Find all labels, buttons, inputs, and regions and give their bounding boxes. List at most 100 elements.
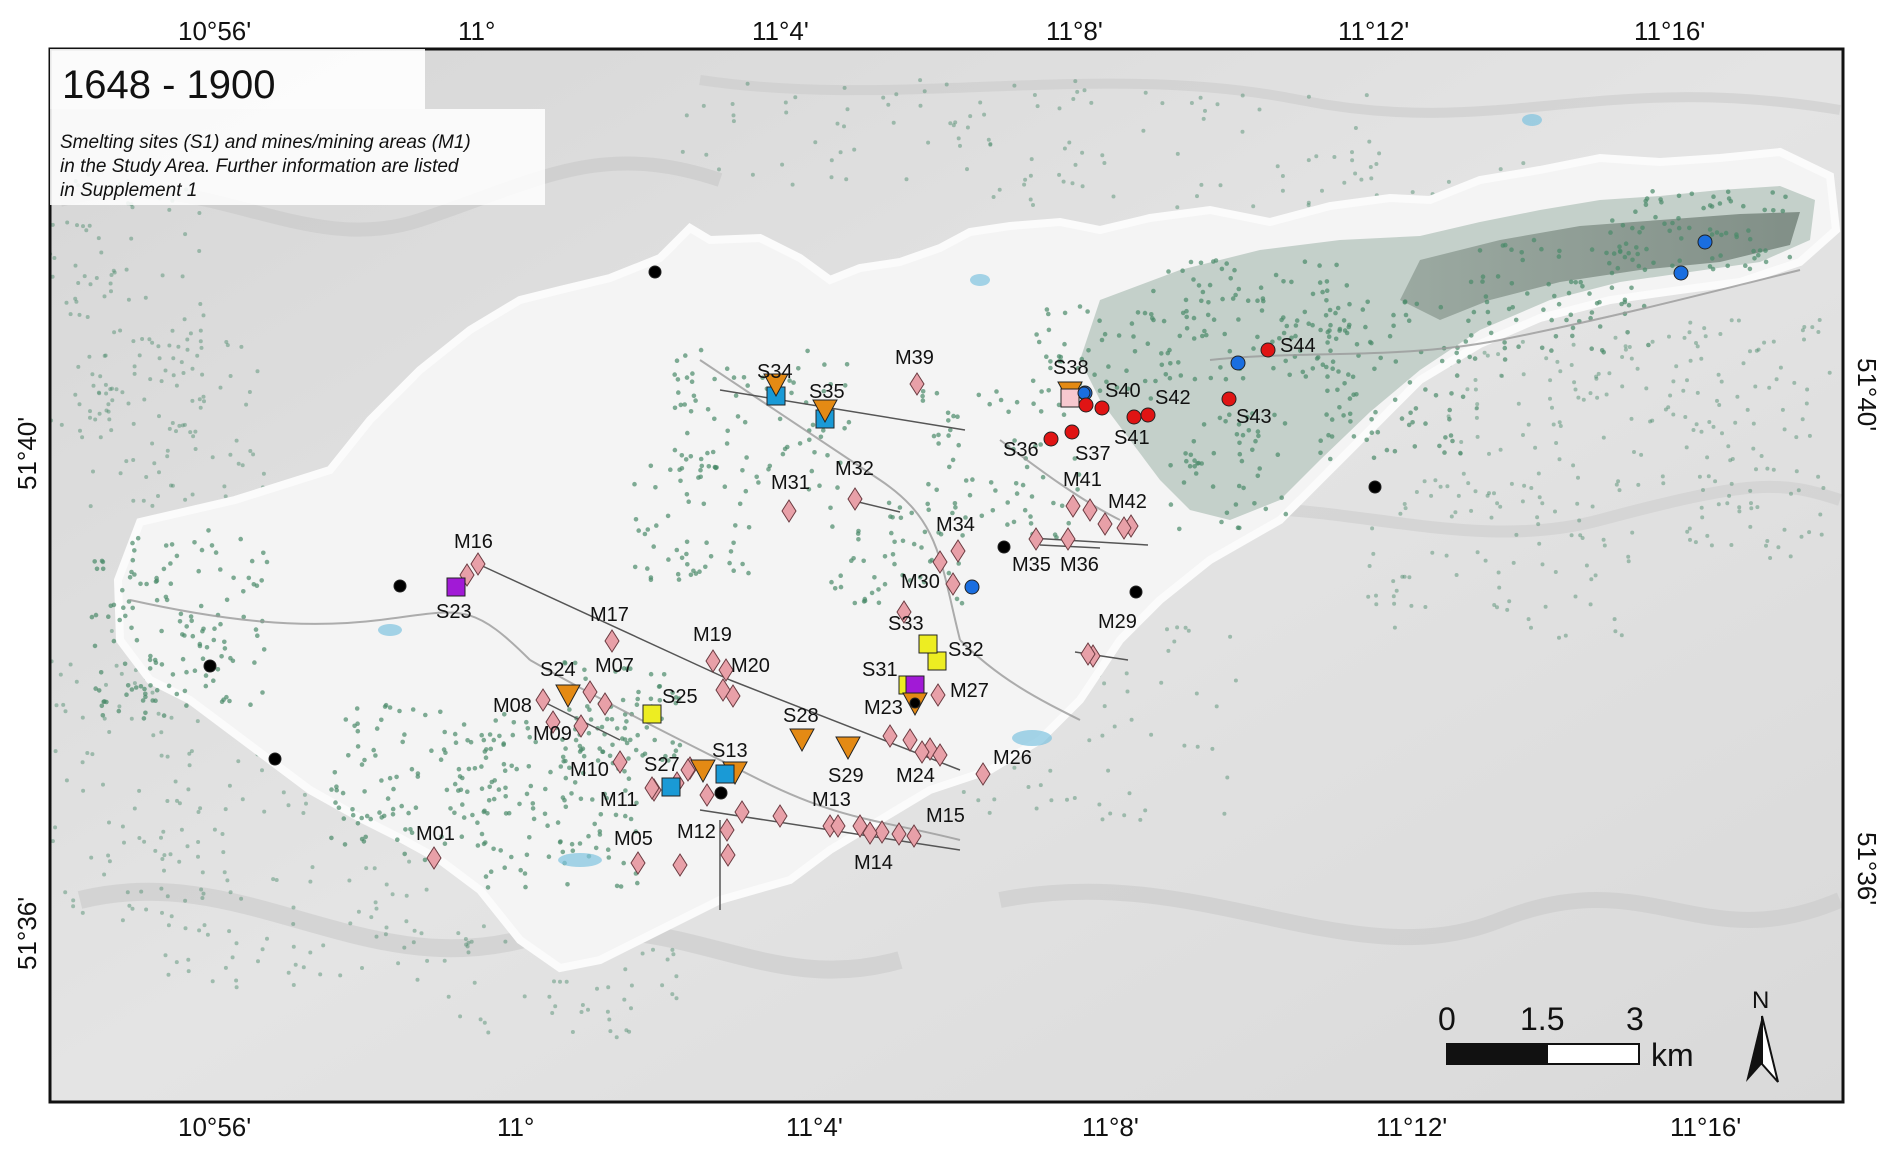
forest-point [131, 499, 135, 503]
forest-point [1295, 318, 1300, 323]
forest-point [1342, 318, 1347, 323]
forest-point [527, 835, 532, 840]
forest-point [212, 638, 217, 643]
forest-point [413, 929, 417, 933]
forest-point [1783, 195, 1788, 200]
forest-point [104, 683, 108, 687]
forest-point [1683, 415, 1687, 419]
forest-point [32, 259, 36, 263]
forest-point [1748, 349, 1752, 353]
forest-point [676, 572, 681, 577]
forest-point [0, 726, 3, 730]
forest-point [1117, 333, 1122, 338]
forest-point [1097, 318, 1102, 323]
forest-point [563, 746, 568, 751]
forest-point [1559, 424, 1563, 428]
forest-point [1670, 264, 1675, 269]
forest-point [303, 793, 307, 797]
forest-point [1247, 428, 1252, 433]
forest-point [226, 343, 230, 347]
forest-point [1220, 297, 1225, 302]
forest-point [1368, 564, 1372, 568]
forest-point [509, 855, 514, 860]
forest-point [484, 874, 489, 879]
forest-point [987, 402, 992, 407]
forest-point [503, 940, 507, 944]
forest-point [334, 784, 339, 789]
forest-point [1393, 398, 1398, 403]
forest-point [154, 660, 159, 665]
forest-point [1550, 406, 1554, 410]
forest-point [64, 709, 68, 713]
forest-point [1820, 533, 1824, 537]
forest-point [20, 268, 24, 272]
forest-point [503, 768, 508, 773]
smelter-square-marker [919, 635, 937, 653]
forest-point [1407, 318, 1412, 323]
forest-point [702, 104, 706, 108]
forest-point [165, 598, 170, 603]
forest-point [1374, 602, 1378, 606]
forest-point [469, 740, 474, 745]
forest-point [1149, 396, 1154, 401]
lon-label-top: 10°56' [178, 16, 251, 46]
forest-point [1667, 229, 1672, 234]
forest-point [1591, 505, 1595, 509]
forest-point [1414, 406, 1419, 411]
forest-point [187, 969, 191, 973]
forest-point [483, 840, 488, 845]
forest-point [977, 393, 982, 398]
forest-point [1195, 461, 1200, 466]
forest-point [1610, 285, 1615, 290]
forest-point [1587, 291, 1592, 296]
forest-point [1695, 422, 1699, 426]
forest-point [1805, 402, 1809, 406]
forest-point [1671, 413, 1675, 417]
forest-point [1776, 545, 1780, 549]
forest-point [81, 789, 85, 793]
north-label: N [1752, 987, 1769, 1014]
forest-point [65, 301, 69, 305]
forest-point [561, 759, 566, 764]
forest-point [527, 735, 532, 740]
site-label-s42: S42 [1155, 387, 1191, 409]
forest-point [1063, 147, 1067, 151]
forest-point [1558, 457, 1562, 461]
forest-point [1168, 376, 1173, 381]
forest-point [651, 948, 655, 952]
forest-point [1688, 321, 1692, 325]
forest-point [845, 362, 850, 367]
forest-point [704, 153, 708, 157]
forest-point [1459, 440, 1463, 444]
forest-point [610, 743, 615, 748]
forest-point [1510, 281, 1515, 286]
forest-point [999, 398, 1004, 403]
forest-point [892, 121, 896, 125]
forest-point [202, 892, 206, 896]
forest-point [182, 633, 187, 638]
forest-point [167, 344, 171, 348]
forest-point [126, 683, 131, 688]
forest-point [583, 677, 588, 682]
forest-point [736, 414, 741, 419]
forest-point [1466, 481, 1470, 485]
forest-point [1283, 421, 1288, 426]
scale-unit: km [1651, 1037, 1694, 1073]
forest-point [921, 398, 926, 403]
forest-point [1236, 317, 1241, 322]
lat-label-left: 51°40' [12, 417, 42, 490]
forest-point [1795, 469, 1799, 473]
forest-point [1801, 417, 1805, 421]
forest-point [216, 667, 221, 672]
forest-point [606, 847, 611, 852]
forest-point [1429, 494, 1433, 498]
forest-point [725, 429, 730, 434]
forest-point [190, 399, 194, 403]
forest-point [1720, 380, 1724, 384]
forest-point [1772, 468, 1776, 472]
forest-point [150, 442, 154, 446]
forest-point [1768, 556, 1772, 560]
scale-segment-light [1547, 1044, 1639, 1064]
forest-point [1033, 93, 1037, 97]
forest-point [282, 790, 286, 794]
